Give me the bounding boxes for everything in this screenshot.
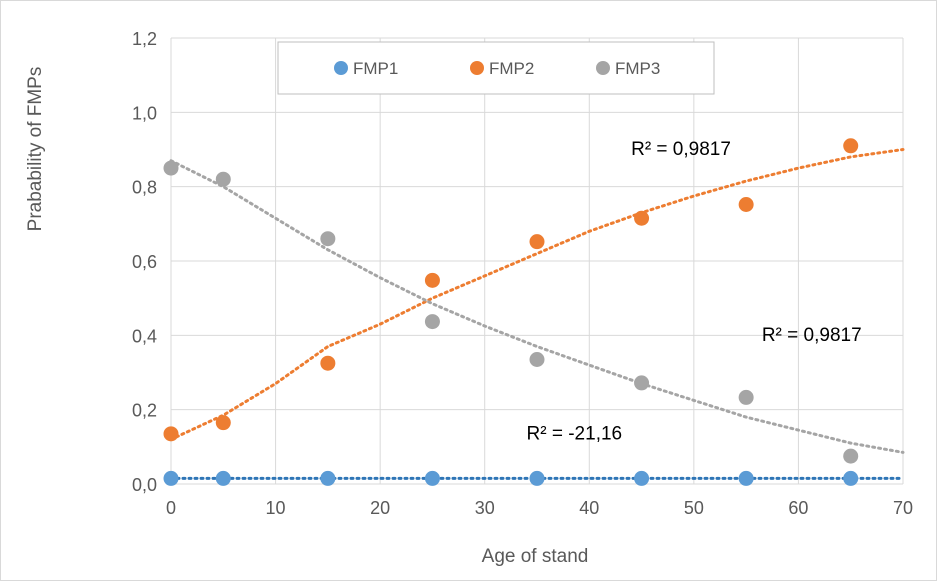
x-tick-label: 20	[370, 498, 390, 518]
fmp3-point	[424, 314, 440, 330]
legend-box	[277, 41, 715, 95]
legend-label: FMP2	[489, 59, 534, 78]
y-tick-label: 0,2	[132, 401, 157, 421]
grid-lines	[170, 37, 904, 485]
fmp2-point	[738, 197, 754, 213]
fmp3-point	[634, 375, 650, 391]
fmp3-trendline	[169, 159, 905, 454]
fmp2-point	[843, 138, 859, 154]
y-axis-title: Prabability of FMPs	[25, 67, 46, 232]
legend-label: FMP1	[353, 59, 398, 78]
y-tick-label: 1,2	[132, 29, 157, 49]
y-tick-label: 0,8	[132, 178, 157, 198]
legend: FMP1 FMP2 FMP3	[277, 41, 715, 95]
fmp3-point	[320, 231, 336, 247]
x-axis-title: Age of stand	[482, 546, 589, 567]
fmp1-point	[738, 470, 754, 486]
fmp3-point	[163, 160, 179, 176]
fmp2-point	[320, 355, 336, 371]
x-tick-label: 40	[579, 498, 599, 518]
x-tick-label: 0	[166, 498, 176, 518]
fmp2-point	[634, 210, 650, 226]
legend-marker	[334, 61, 348, 75]
fmp3-point	[215, 171, 231, 187]
r2-annotation: R² = -21,16	[527, 423, 623, 444]
r2-annotation: R² = 0,9817	[631, 139, 731, 160]
y-tick-label: 0,6	[132, 252, 157, 272]
tick-labels: 0,0 0,2 0,4 0,6 0,8 1,0 1,2 0 10 20 30 40 50 60 70	[132, 29, 913, 518]
legend-marker	[596, 61, 610, 75]
r2-annotations: R² = 0,9817 R² = 0,9817 R² = -21,16	[527, 139, 862, 444]
fmp1-point	[529, 470, 545, 486]
fmp2-point	[215, 415, 231, 431]
fmp1-point	[634, 470, 650, 486]
fmp3-point	[738, 389, 754, 405]
r2-annotation: R² = 0,9817	[762, 325, 862, 346]
fmp1-point	[320, 470, 336, 486]
fmp1-point	[163, 470, 179, 486]
fmp1-point	[843, 470, 859, 486]
fmp2-trendline	[169, 148, 905, 441]
x-tick-label: 60	[788, 498, 808, 518]
fmp1-point	[424, 470, 440, 486]
x-tick-label: 70	[893, 498, 913, 518]
fmp2-point	[529, 234, 545, 250]
x-tick-label: 50	[684, 498, 704, 518]
legend-label: FMP3	[615, 59, 660, 78]
x-tick-label: 10	[266, 498, 286, 518]
y-tick-label: 0,4	[132, 326, 157, 346]
x-tick-label: 30	[475, 498, 495, 518]
fmp3-point	[843, 448, 859, 464]
fmp1-point	[215, 470, 231, 486]
y-tick-label: 0,0	[132, 475, 157, 495]
fmp2-point	[424, 272, 440, 288]
legend-marker	[470, 61, 484, 75]
data-points	[163, 138, 859, 486]
y-tick-label: 1,0	[132, 103, 157, 123]
fmp2-point	[163, 426, 179, 442]
fmp3-point	[529, 351, 545, 367]
